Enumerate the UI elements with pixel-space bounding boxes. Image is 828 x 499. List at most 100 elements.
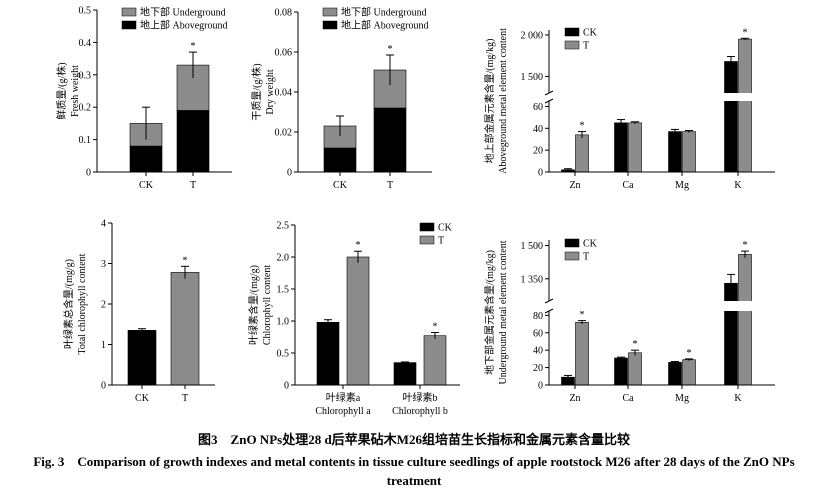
legend-swatch	[419, 222, 435, 232]
bar	[628, 352, 642, 386]
y-tick-label: 0	[538, 381, 543, 392]
significance-mark: *	[191, 41, 196, 52]
y-tick-label: 0.3	[79, 70, 92, 81]
y-tick-label: 80	[533, 311, 543, 322]
y-tick-label: 2	[101, 300, 106, 311]
legend-label: T	[583, 41, 589, 52]
y-tick-label: 0.08	[275, 8, 293, 19]
y-tick-label: 20	[533, 363, 543, 374]
bar	[176, 64, 210, 111]
bar	[738, 254, 752, 386]
significance-mark: *	[687, 348, 692, 359]
figure: 0 0.1 0.2 0.3 0.4 0.5 鲜质量/(g/株)Fresh weight * * C…	[55, 6, 775, 417]
bar	[724, 61, 738, 173]
legend-swatch	[419, 235, 435, 245]
y-tick-label: 1 500	[521, 72, 544, 83]
y-tick-label: 0.02	[275, 128, 293, 139]
significance-mark: *	[580, 121, 585, 132]
legend-label: 地下部 Underground	[140, 6, 226, 19]
x-tick-label: Zn	[569, 393, 580, 404]
significance-mark: *	[743, 240, 748, 251]
significance-mark: *	[388, 44, 393, 55]
legend-swatch	[564, 27, 580, 37]
legend-label: 地上部 Aboveground	[341, 19, 429, 32]
x-tick-label: Chlorophyll b	[392, 406, 448, 417]
y-axis-label: Dry weight	[265, 69, 276, 114]
legend-swatch	[322, 7, 338, 17]
x-tick-label: CK	[135, 393, 150, 404]
legend-swatch	[564, 251, 580, 261]
bar	[668, 362, 682, 386]
bar	[724, 282, 738, 386]
x-tick-label: Ca	[622, 393, 634, 404]
legend-label: T	[583, 252, 589, 263]
x-tick-label: Mg	[675, 180, 689, 191]
bar	[668, 131, 682, 173]
y-tick-label: 0	[287, 168, 292, 179]
legend-swatch	[564, 40, 580, 50]
caption-zh: 图3 ZnO NPs处理28 d后苹果砧木M26组培苗生长指标和金属元素含量比较	[198, 432, 630, 447]
x-tick-label: Zn	[569, 180, 580, 191]
y-tick-label: 0	[538, 168, 543, 179]
break-mark	[544, 90, 554, 96]
y-tick-label: 40	[533, 124, 543, 135]
axis-break	[543, 93, 775, 101]
legend-label: 地下部 Underground	[341, 6, 427, 19]
bar	[346, 256, 370, 386]
y-axis-label: 干质量/(g/株)	[250, 63, 263, 120]
y-axis-label: Underground metal element content	[498, 240, 509, 384]
bar	[738, 38, 752, 173]
y-tick-label: 0.2	[79, 103, 92, 114]
y-tick-label: 2.0	[277, 253, 290, 264]
bar	[316, 321, 340, 386]
bar	[170, 272, 200, 386]
bar	[614, 122, 628, 173]
bar	[127, 330, 157, 386]
significance-mark: *	[580, 310, 585, 321]
legend-label: CK	[583, 28, 598, 39]
y-tick-label: 0.06	[275, 48, 293, 59]
x-tick-label: T	[182, 393, 188, 404]
bar	[628, 122, 642, 173]
significance-mark: *	[356, 240, 361, 251]
y-axis-label: 叶绿素含量/(mg/g)	[247, 265, 260, 345]
significance-mark: *	[743, 27, 748, 38]
y-tick-label: 1 500	[521, 241, 544, 252]
legend-swatch	[121, 20, 137, 30]
y-tick-label: 1 350	[521, 274, 544, 285]
y-axis-label: 叶绿素总含量/(mg/g)	[62, 259, 75, 349]
y-tick-label: 2 000	[521, 30, 544, 41]
x-tick-label: T	[190, 180, 196, 191]
significance-mark: *	[433, 322, 438, 333]
y-tick-label: 0.04	[275, 88, 293, 99]
y-tick-label: 0.5	[79, 6, 92, 17]
x-tick-label: Ca	[622, 180, 634, 191]
y-axis-label: Total chlorophyll content	[77, 253, 88, 354]
y-tick-label: 4	[101, 219, 106, 230]
x-tick-label: 叶绿素b	[403, 391, 438, 404]
y-tick-label: 0.4	[79, 38, 92, 49]
bar	[393, 362, 417, 386]
bar	[682, 131, 696, 173]
y-axis-label: Fresh weight	[70, 65, 81, 117]
x-tick-label: Chlorophyll a	[315, 406, 371, 417]
y-tick-label: 0	[284, 381, 289, 392]
y-axis-label: Aboveground metal element content	[498, 28, 509, 174]
y-tick-label: 20	[533, 146, 543, 157]
y-axis-label: 地下部金属元素含量/(mg/kg)	[483, 250, 496, 375]
bar	[575, 322, 589, 386]
significance-mark: *	[183, 255, 188, 266]
legend-label: T	[438, 236, 444, 247]
legend-swatch	[564, 238, 580, 248]
y-tick-label: 0.5	[277, 349, 290, 360]
break-mark	[544, 308, 554, 314]
legend-swatch	[121, 7, 137, 17]
y-tick-label: 1.5	[277, 285, 290, 296]
significance-mark: *	[633, 339, 638, 350]
y-axis-label: 地上部金属元素含量/(mg/kg)	[483, 39, 496, 164]
x-tick-label: CK	[139, 180, 154, 191]
y-tick-label: 40	[533, 346, 543, 357]
legend-label: CK	[438, 223, 453, 234]
y-tick-label: 0	[86, 168, 91, 179]
